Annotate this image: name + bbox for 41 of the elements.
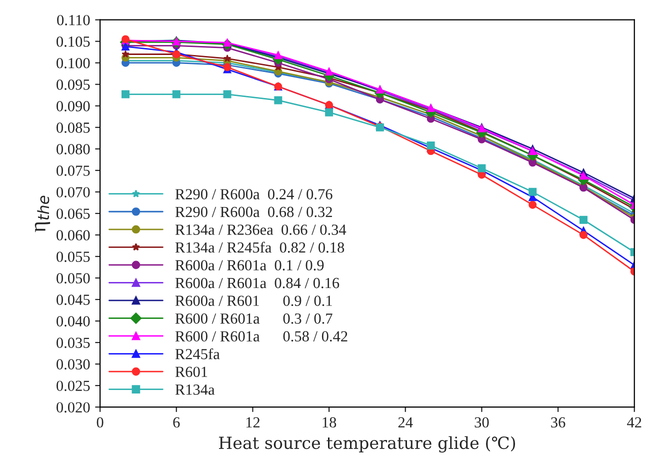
y-tick-label: 0.075 [56, 166, 90, 176]
y-tick-label: 0.100 [56, 58, 90, 68]
y-tick-label: 0.040 [56, 316, 90, 327]
x-tick-label: 12 [246, 417, 260, 428]
legend-label: R134a / R245fa 0.82 / 0.18 [175, 242, 344, 253]
y-tick-label: 0.085 [56, 122, 90, 133]
y-tick-label: 0.105 [56, 36, 90, 47]
y-tick-label: 0.110 [57, 14, 90, 26]
y-tick-label: 0.050 [56, 273, 90, 284]
y-tick-label: 0.080 [56, 144, 90, 154]
legend-label: R600 / R601a 0.58 / 0.42 [175, 331, 348, 342]
legend-label: R600a / R601a 0.84 / 0.16 [175, 278, 340, 288]
legend-label: R600a / R601a 0.1 / 0.9 [175, 260, 324, 270]
x-axis-title: Heat source temperature glide (℃) [218, 436, 516, 453]
legend-label: R290 / R600a 0.24 / 0.76 [175, 189, 332, 200]
legend-label: R601 [175, 366, 208, 378]
y-tick-label: 0.065 [56, 208, 90, 219]
y-tick-label: 0.045 [56, 294, 90, 306]
x-tick-label: 6 [173, 417, 180, 428]
legend-label: R600a / R601 0.9 / 0.1 [175, 296, 332, 306]
y-tick-label: 0.035 [56, 338, 90, 348]
y-tick-label: 0.060 [56, 230, 90, 240]
legend-label: R134a [175, 384, 215, 395]
legend-label: R290 / R600a 0.68 / 0.32 [175, 206, 332, 218]
legend-label: R600 / R601a 0.3 / 0.7 [175, 313, 332, 324]
y-tick-label: 0.090 [56, 101, 90, 112]
legend-label: R245fa [175, 348, 220, 360]
x-tick-label: 18 [322, 417, 336, 428]
y-tick-label: 0.095 [56, 80, 90, 90]
y-tick-label: 0.030 [56, 359, 90, 370]
x-tick-label: 24 [398, 417, 413, 428]
y-tick-label: 0.070 [56, 187, 90, 198]
x-tick-label: 36 [551, 417, 566, 428]
x-tick-label: 42 [627, 417, 642, 428]
y-tick-label: 0.025 [56, 380, 90, 392]
y-tick-label: 0.020 [56, 402, 90, 413]
y-axis-title: η$_{the}$ [34, 196, 50, 232]
y-tick-label: 0.055 [56, 252, 90, 262]
x-tick-label: 30 [474, 417, 489, 428]
legend-label: R134a / R236ea 0.66 / 0.34 [175, 224, 346, 235]
x-tick-label: 0 [96, 417, 104, 428]
